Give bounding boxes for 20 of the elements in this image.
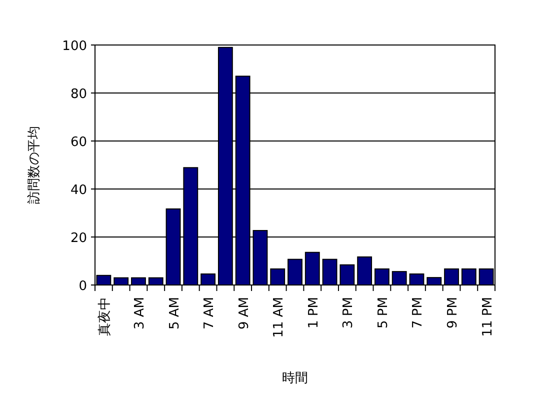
x-tick-label: 3 AM xyxy=(132,297,148,330)
y-tick-label: 40 xyxy=(70,183,87,198)
x-axis-title: 時間 xyxy=(282,371,308,386)
y-tick-label: 100 xyxy=(62,39,87,54)
x-tick-label: 9 PM xyxy=(446,297,461,328)
y-tick-label: 0 xyxy=(78,279,87,294)
x-tick-label: 11 PM xyxy=(480,297,496,337)
y-axis-title: 訪問数の平均 xyxy=(27,126,42,204)
x-tick-label: 11 AM xyxy=(272,297,287,338)
x-tick-label: 7 PM xyxy=(410,297,426,328)
x-tick-label: 3 PM xyxy=(341,297,356,328)
y-tick-label: 80 xyxy=(70,87,87,102)
x-tick-label: 7 AM xyxy=(202,297,218,330)
y-tick-label: 60 xyxy=(70,135,87,150)
x-tick-label: 真夜中 xyxy=(96,297,113,336)
x-tick-label: 9 AM xyxy=(236,297,252,330)
x-tick-label: 5 AM xyxy=(167,297,182,330)
x-tick-label: 1 PM xyxy=(306,297,322,328)
x-tick-label: 5 PM xyxy=(376,297,391,328)
y-tick-label: 20 xyxy=(70,231,87,246)
